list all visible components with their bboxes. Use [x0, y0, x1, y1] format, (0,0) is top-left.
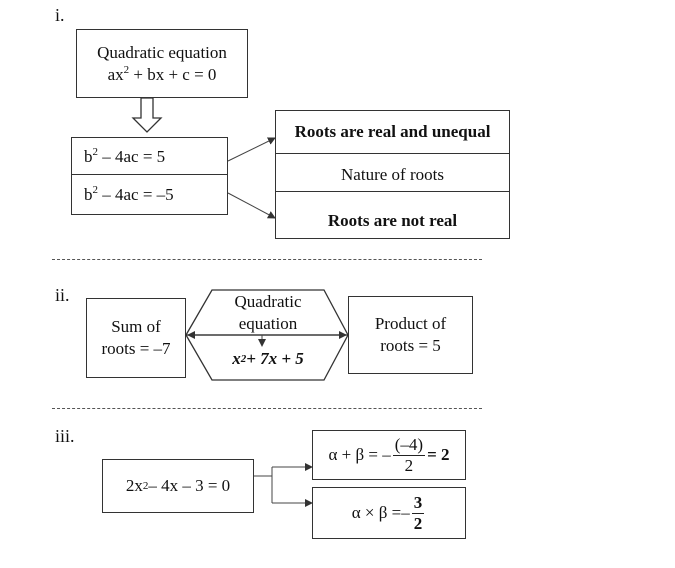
- nature-divider-top: [276, 153, 509, 154]
- equation-box-iii: 2x 2 – 4x – 3 = 0: [102, 459, 254, 513]
- arrow-to-real-unequal: [227, 137, 276, 162]
- section-label-iii: iii.: [55, 426, 75, 446]
- hexagon-line-2: equation: [238, 314, 298, 333]
- sum-of-roots-box: Sum of roots = –7: [86, 298, 186, 378]
- discriminant-box: b2 – 4ac = 5 b2 – 4ac = –5: [71, 137, 228, 215]
- nature-divider-bottom: [276, 191, 509, 192]
- product-of-roots-box: Product of roots = 5: [348, 296, 473, 374]
- hexagon-line-1: Quadratic: [234, 292, 302, 311]
- product-result-box: α × β =– 3 2: [312, 487, 466, 539]
- product-line-2: roots = 5: [380, 336, 441, 355]
- sum-lhs: α + β = –: [328, 445, 391, 464]
- sum-line-2: roots = –7: [101, 339, 171, 358]
- discriminant-row-1: b2 – 4ac = 5: [84, 146, 166, 167]
- arrow-to-not-real: [227, 192, 276, 219]
- section-label-ii: ii.: [55, 285, 70, 305]
- sum-result-box: α + β = – (–4) 2 = 2: [312, 430, 466, 480]
- sum-line-1: Sum of: [111, 317, 161, 336]
- divider-i-ii: [52, 259, 482, 260]
- equation-title: Quadratic equation: [97, 42, 227, 62]
- product-lhs: α × β =–: [351, 503, 410, 522]
- quadratic-equation-box: Quadratic equation ax2 + bx + c = 0: [76, 29, 248, 98]
- hexagon-top-text: Quadratic equation: [212, 291, 324, 335]
- discriminant-row-2: b2 – 4ac = –5: [84, 184, 174, 205]
- nature-of-roots-box: Roots are real and unequal Nature of roo…: [275, 110, 510, 239]
- discriminant-divider: [72, 174, 227, 175]
- hollow-down-arrow: [131, 97, 163, 133]
- sum-fraction: (–4) 2: [392, 434, 426, 475]
- section-label-i: i.: [55, 5, 65, 25]
- product-line-1: Product of: [374, 314, 447, 333]
- divider-ii-iii: [52, 408, 482, 409]
- product-fraction: 3 2: [411, 492, 425, 533]
- roots-real-unequal: Roots are real and unequal: [294, 122, 491, 141]
- equation-formula: ax2 + bx + c = 0: [107, 63, 217, 84]
- sum-rhs: = 2: [427, 445, 450, 464]
- roots-not-real: Roots are not real: [327, 211, 458, 230]
- nature-of-roots-label: Nature of roots: [341, 165, 444, 184]
